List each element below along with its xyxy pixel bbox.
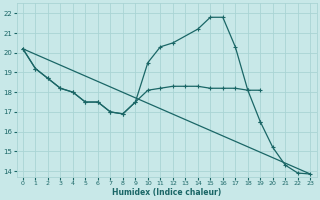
X-axis label: Humidex (Indice chaleur): Humidex (Indice chaleur) (112, 188, 221, 197)
